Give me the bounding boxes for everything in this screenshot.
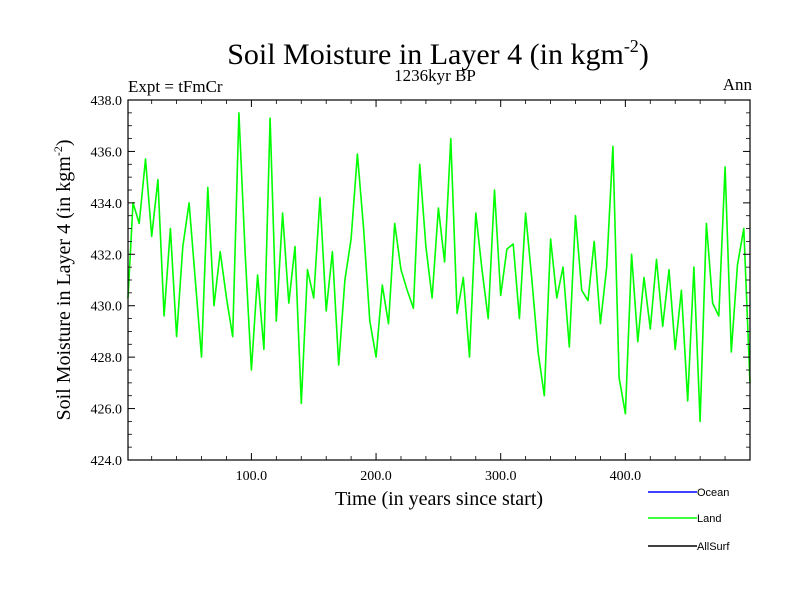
- chart-subtitle: 1236kyr BP: [394, 66, 476, 85]
- experiment-label: Expt = tFmCr: [128, 77, 223, 96]
- y-tick-label: 428.0: [91, 351, 123, 366]
- x-tick-label: 100.0: [236, 469, 268, 484]
- x-tick-label: 200.0: [360, 469, 392, 484]
- legend-label-allsurf: AllSurf: [697, 541, 730, 553]
- plot-frame: [127, 99, 751, 461]
- y-tick-label: 434.0: [91, 197, 123, 212]
- legend-label-ocean: Ocean: [697, 487, 729, 499]
- y-tick-label: 436.0: [91, 145, 123, 160]
- chart-title: Soil Moisture in Layer 4 (in kgm-2): [227, 36, 649, 71]
- x-axis-label: Time (in years since start): [335, 488, 543, 510]
- axis-ticks: 424.0 426.0 428.0 430.0 432.0 434.0 436.0 438.0…: [91, 94, 750, 484]
- chart-legend: Ocean Land AllSurf: [648, 487, 730, 553]
- legend-label-land: Land: [697, 513, 721, 525]
- season-label: Ann: [723, 75, 753, 94]
- y-tick-label: 424.0: [91, 454, 123, 469]
- plot-area: [127, 112, 751, 423]
- y-tick-label: 438.0: [91, 94, 123, 109]
- x-tick-label: 300.0: [485, 469, 517, 484]
- y-tick-label: 426.0: [91, 403, 123, 418]
- y-tick-label: 430.0: [91, 300, 123, 315]
- series-line-land: [127, 112, 751, 423]
- x-tick-label: 400.0: [610, 469, 642, 484]
- y-tick-label: 432.0: [91, 248, 123, 263]
- y-axis-label: Soil Moisture in Layer 4 (in kgm-2): [51, 139, 75, 420]
